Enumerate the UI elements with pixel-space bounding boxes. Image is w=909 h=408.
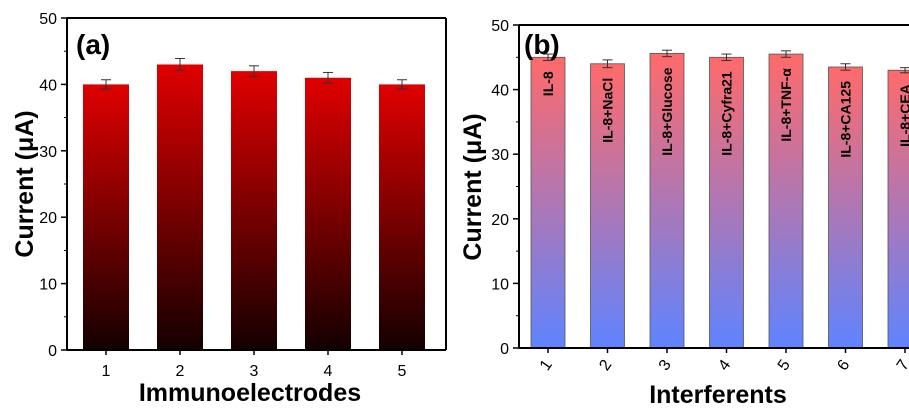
chart-b-errorbar	[900, 67, 909, 74]
chart-a-ytick-label: 10	[39, 277, 57, 294]
chart-b-panel-label: (b)	[524, 29, 560, 60]
chart-b-errorbar	[781, 50, 791, 58]
chart-a-errorbar	[397, 79, 407, 90]
chart-a-bar	[231, 71, 277, 351]
chart-b-ytick-label: 40	[491, 83, 509, 100]
chart-b-bar	[709, 56, 744, 349]
chart-b-errorbars	[543, 49, 909, 74]
chart-a-xtick-label: 5	[398, 363, 407, 380]
chart-b-ytick-label: 10	[491, 276, 509, 293]
chart-b-errorbar	[602, 59, 613, 69]
chart-a-bar	[157, 64, 203, 350]
chart-b-xticks: 1 2 3 4 5 6 7	[537, 348, 909, 374]
chart-b-ylabel: Current (μA)	[459, 113, 487, 260]
chart-b-bar	[530, 56, 566, 349]
chart-a-xtick-label: 4	[324, 363, 333, 380]
chart-b-bar-labels: IL-8 IL-8+NaCl IL-8+Glucose IL-8+Cyfra21 IL-…	[540, 67, 909, 157]
chart-a-xticks: 1 2 3 4 5	[102, 350, 407, 380]
chart-b-xtick-label: 1	[537, 357, 556, 374]
chart-b-bar-label: IL-8+NaCl	[600, 78, 616, 143]
chart-a-ytick-label: 50	[39, 11, 57, 28]
chart-a-bars	[83, 64, 425, 351]
chart-a-xtick-label: 3	[250, 363, 259, 380]
chart-a-bar	[379, 84, 425, 351]
chart-b-ytick-label: 50	[491, 18, 509, 35]
chart-a-errorbar	[101, 79, 111, 90]
chart-b-ytick-label: 0	[500, 341, 509, 358]
chart-b-bar-label: IL-8+Glucose	[659, 67, 675, 156]
chart-a-bar	[305, 77, 351, 350]
chart-b-errorbar	[662, 49, 672, 58]
chart-b-xlabel: Interferents	[649, 381, 787, 408]
chart-b-bar	[828, 66, 863, 349]
chart-b-xtick-label: 6	[834, 357, 853, 374]
chart-a-errorbar	[175, 58, 185, 71]
chart-b-errorbar	[721, 53, 732, 62]
chart-a-ytick-label: 30	[39, 144, 57, 161]
chart-b-xtick-label: 7	[894, 357, 909, 374]
chart-b-bar-label: IL-8+CEA	[897, 84, 909, 147]
chart-a-yticks: 0 10 20 30 40 50	[39, 11, 67, 360]
chart-b-ytick-label: 20	[491, 212, 509, 229]
chart-a-bar	[83, 84, 129, 351]
chart-b: IL-8 IL-8+NaCl IL-8+Glucose IL-8+Cyfra21 IL-…	[459, 18, 909, 408]
chart-b-yticks: 0 10 20 30 40 50	[491, 18, 519, 358]
chart-a-panel-label: (a)	[76, 29, 110, 60]
chart-b-bar-label: IL-8+CA125	[838, 81, 854, 158]
chart-b-bar-label: IL-8+TNF-α	[778, 68, 794, 142]
chart-a-ytick-label: 40	[39, 77, 57, 94]
chart-b-ytick-label: 30	[491, 147, 509, 164]
chart-b-errorbar	[840, 63, 851, 71]
chart-a: 1 2 3 4 5 0 10 20 30 40 50 (a) Immunoelectrodes C…	[11, 11, 447, 407]
chart-b-bar	[590, 63, 625, 349]
chart-a-xtick-label: 2	[176, 363, 185, 380]
chart-b-bar-label: IL-8+Cyfra21	[719, 71, 735, 156]
chart-a-errorbars	[101, 58, 407, 90]
chart-b-xtick-label: 4	[715, 357, 734, 374]
chart-a-xlabel: Immunoelectrodes	[139, 379, 361, 407]
chart-a-ytick-label: 0	[48, 343, 57, 360]
chart-b-xtick-label: 2	[596, 357, 615, 374]
chart-b-bar-label: IL-8	[540, 71, 556, 96]
chart-a-xtick-label: 1	[102, 363, 111, 380]
chart-b-xtick-label: 5	[775, 357, 794, 374]
chart-a-ylabel: Current (μA)	[11, 110, 39, 257]
chart-a-ytick-label: 20	[39, 210, 57, 227]
chart-b-xtick-label: 3	[656, 357, 675, 374]
chart-a-errorbar	[323, 71, 333, 84]
chart-b-errorbar	[543, 53, 553, 62]
chart-b-bar	[649, 53, 685, 349]
chart-a-errorbar	[249, 65, 259, 77]
